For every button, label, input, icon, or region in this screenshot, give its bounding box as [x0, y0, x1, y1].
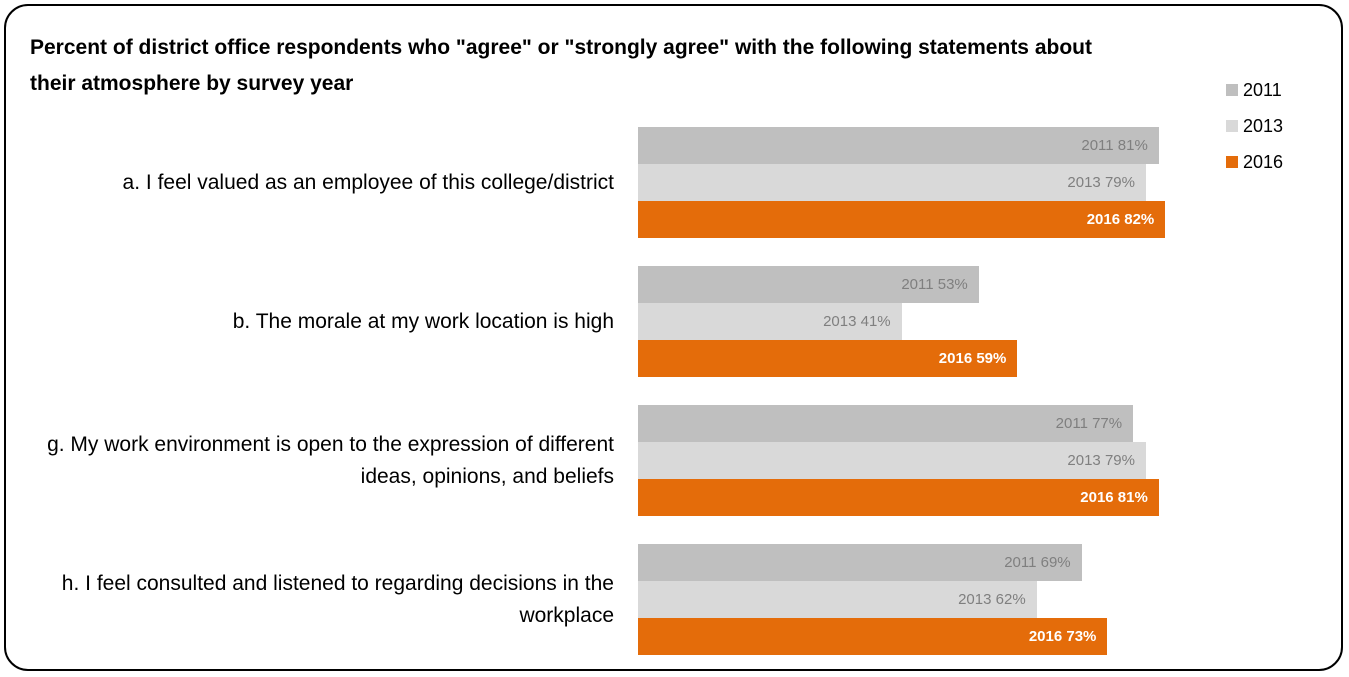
category-label: a. I feel valued as an employee of this …	[122, 170, 614, 194]
legend-label: 2016	[1243, 151, 1284, 172]
bar-2013: 2013 79%	[638, 442, 1146, 479]
legend-item-2011: 2011	[1226, 72, 1336, 108]
legend-item-2016: 2016	[1226, 144, 1336, 180]
bar-2016: 2016 82%	[638, 201, 1166, 238]
data-label: 2016 59%	[938, 350, 1007, 367]
bar-2011: 2011 77%	[638, 405, 1134, 442]
bar-2013: 2013 79%	[638, 164, 1146, 201]
bar-2011: 2011 69%	[638, 544, 1082, 581]
category-label: g. My work environment is open to the ex…	[47, 432, 614, 488]
data-label: 2013 41%	[823, 313, 891, 330]
chart-title: Percent of district office respondents w…	[30, 36, 1092, 95]
legend-swatch	[1226, 156, 1238, 168]
data-label: 2016 73%	[1028, 628, 1097, 645]
data-label: 2011 81%	[1081, 137, 1148, 154]
legend-label: 2013	[1243, 115, 1284, 136]
category-label: h. I feel consulted and listened to rega…	[61, 571, 614, 627]
bar-2016: 2016 81%	[638, 479, 1159, 516]
bar-2016: 2016 73%	[638, 618, 1108, 655]
bar-2013: 2013 62%	[638, 581, 1037, 618]
legend: 2011 2013 2016	[1226, 72, 1336, 180]
legend-item-2013: 2013	[1226, 108, 1336, 144]
data-label: 2016 82%	[1086, 211, 1155, 228]
data-label: 2011 69%	[1004, 554, 1071, 571]
legend-swatch	[1226, 84, 1238, 96]
legend-label: 2011	[1243, 79, 1282, 100]
bar-2013: 2013 41%	[638, 303, 902, 340]
data-label: 2016 81%	[1080, 489, 1148, 506]
bar-2011: 2011 53%	[638, 266, 979, 303]
legend-swatch	[1226, 120, 1238, 132]
data-label: 2013 79%	[1067, 452, 1135, 469]
data-label: 2013 79%	[1067, 174, 1135, 191]
data-label: 2013 62%	[958, 591, 1026, 608]
data-label: 2011 77%	[1055, 415, 1123, 432]
bar-2011: 2011 81%	[638, 127, 1159, 164]
bar-2016: 2016 59%	[638, 340, 1018, 377]
category-label: b. The morale at my work location is hig…	[232, 309, 614, 333]
data-label: 2011 53%	[901, 276, 968, 293]
